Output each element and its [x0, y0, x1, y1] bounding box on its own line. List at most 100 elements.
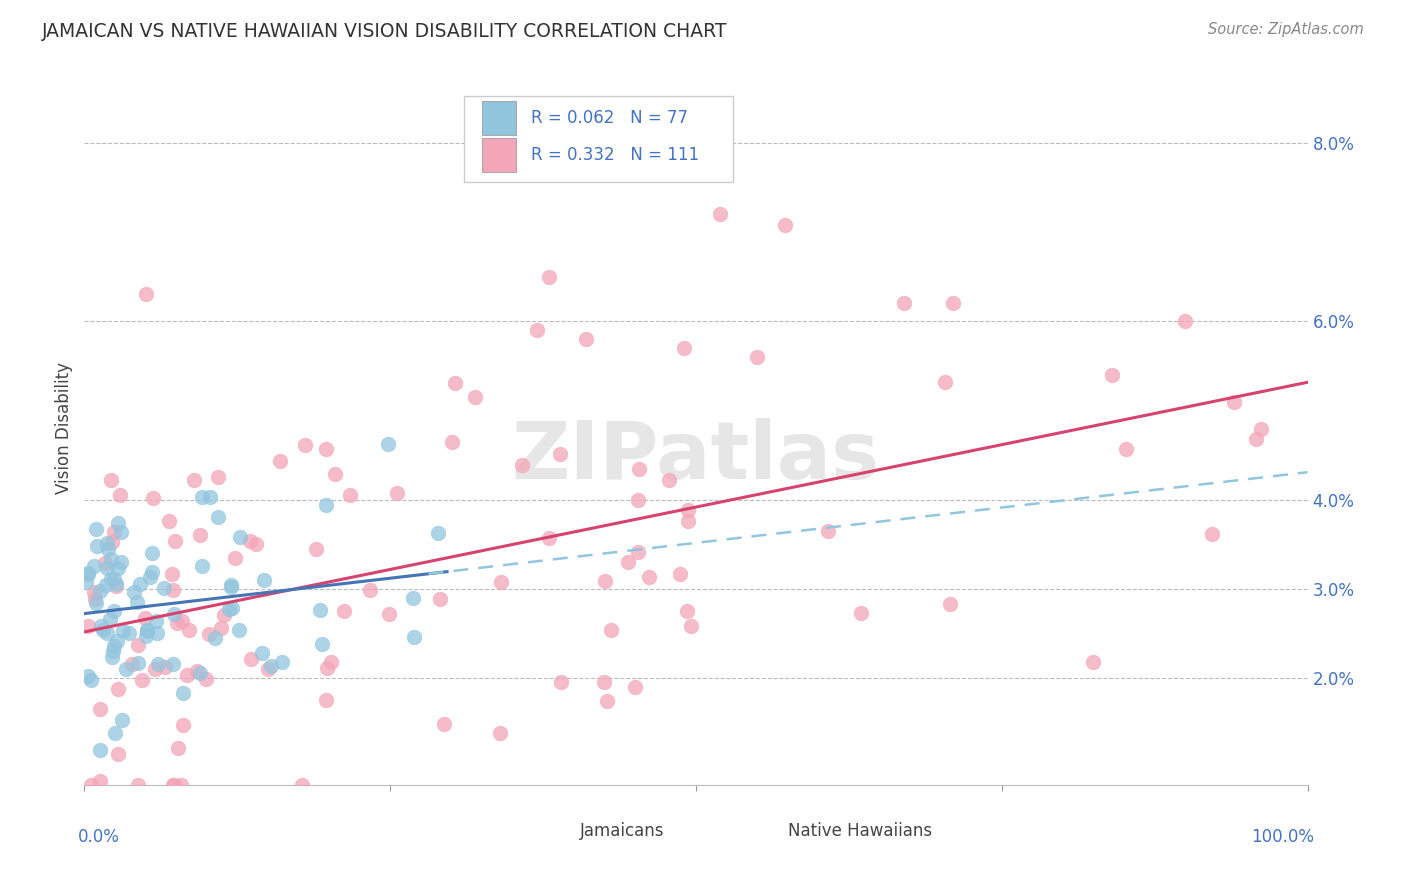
Text: Native Hawaiians: Native Hawaiians — [787, 822, 932, 840]
Point — [305, 541, 328, 556]
Point — [97, 542, 120, 557]
Point — [107, 747, 129, 761]
Text: JAMAICAN VS NATIVE HAWAIIAN VISION DISABILITY CORRELATION CHART: JAMAICAN VS NATIVE HAWAIIAN VISION DISAB… — [42, 22, 728, 41]
Point — [309, 603, 332, 617]
Point — [575, 332, 598, 346]
Point — [96, 561, 118, 575]
Point — [323, 467, 346, 482]
Point — [709, 207, 731, 221]
Point — [101, 644, 124, 658]
Point — [658, 473, 681, 487]
Point — [195, 672, 218, 686]
Point — [198, 490, 221, 504]
Point — [77, 669, 100, 683]
Point — [333, 604, 356, 618]
Point — [624, 680, 647, 694]
Point — [77, 566, 100, 580]
Point — [141, 491, 163, 505]
Point — [89, 583, 111, 598]
Point — [315, 693, 337, 707]
Point — [939, 598, 962, 612]
Point — [84, 522, 107, 536]
Point — [153, 582, 176, 596]
Point — [224, 550, 246, 565]
Point — [1101, 368, 1123, 382]
Point — [219, 578, 242, 592]
Point — [91, 624, 114, 638]
FancyBboxPatch shape — [464, 96, 733, 182]
Point — [441, 435, 464, 450]
Point — [676, 514, 699, 528]
Point — [628, 462, 651, 476]
Point — [188, 528, 211, 542]
Point — [103, 525, 125, 540]
Point — [319, 655, 342, 669]
Point — [1223, 394, 1246, 409]
Point — [315, 442, 337, 456]
Point — [148, 657, 170, 671]
Point — [1250, 422, 1272, 436]
Point — [627, 492, 650, 507]
Point — [135, 629, 157, 643]
Point — [464, 390, 486, 404]
Point — [204, 632, 226, 646]
Point — [595, 574, 617, 589]
Point — [191, 558, 214, 573]
Text: R = 0.332   N = 111: R = 0.332 N = 111 — [531, 146, 699, 164]
Point — [228, 624, 250, 638]
Point — [163, 534, 186, 549]
Point — [89, 743, 111, 757]
Point — [146, 625, 169, 640]
Point — [129, 577, 152, 591]
Point — [83, 584, 105, 599]
Point — [110, 524, 132, 539]
Point — [672, 341, 695, 355]
Point — [105, 633, 128, 648]
Point — [89, 774, 111, 789]
Point — [105, 577, 128, 591]
Point — [136, 624, 159, 638]
Point — [176, 667, 198, 681]
Point — [600, 623, 623, 637]
Point — [401, 591, 423, 605]
Point — [170, 614, 193, 628]
Point — [127, 656, 149, 670]
Point — [127, 778, 149, 792]
Point — [596, 694, 619, 708]
Point — [377, 436, 399, 450]
Point — [75, 575, 97, 590]
Point — [86, 539, 108, 553]
Point — [83, 558, 105, 573]
Point — [107, 682, 129, 697]
Point — [101, 535, 124, 549]
Point — [627, 545, 650, 559]
Point — [115, 662, 138, 676]
Point — [90, 618, 112, 632]
Point — [183, 473, 205, 487]
Point — [491, 575, 513, 590]
Point — [84, 591, 107, 606]
Point — [80, 673, 103, 688]
Point — [163, 607, 186, 621]
Point — [153, 659, 176, 673]
Point — [489, 726, 512, 740]
Point — [252, 646, 274, 660]
Point — [315, 661, 337, 675]
Point — [77, 619, 100, 633]
Point — [100, 572, 122, 586]
Y-axis label: Vision Disability: Vision Disability — [55, 362, 73, 494]
Point — [429, 592, 451, 607]
Point — [245, 536, 267, 550]
Point — [162, 582, 184, 597]
Point — [315, 498, 337, 512]
Point — [163, 778, 186, 792]
Point — [107, 516, 129, 530]
Point — [747, 350, 769, 364]
Text: 100.0%: 100.0% — [1251, 828, 1313, 846]
Point — [100, 473, 122, 487]
Point — [617, 555, 640, 569]
Point — [209, 621, 232, 635]
Point — [339, 488, 361, 502]
Point — [1244, 432, 1267, 446]
Point — [172, 686, 194, 700]
